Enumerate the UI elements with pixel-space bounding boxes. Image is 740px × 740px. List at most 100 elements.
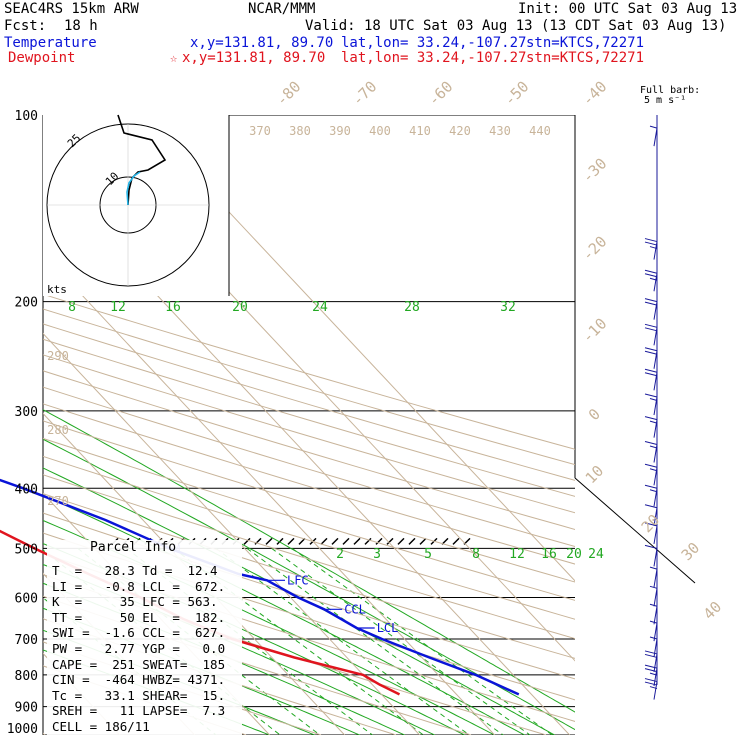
isotherm-label: -60 xyxy=(425,78,457,110)
mixing-ratio-line xyxy=(173,548,424,735)
temperature-station: stn=KTCS,72271 xyxy=(526,35,645,51)
isotherm-label: 10 xyxy=(582,462,608,488)
pressure-tick-label: 500 xyxy=(15,542,38,557)
fcst-value: 18 h xyxy=(64,18,98,34)
wind-barb-staff xyxy=(653,548,658,567)
isotherm-label: -20 xyxy=(579,233,611,265)
level-label-ccl: CCL xyxy=(344,602,366,616)
wind-barb-half xyxy=(649,672,658,676)
dry-adiabat xyxy=(43,308,575,466)
level-label-lcl: LCL xyxy=(377,621,399,635)
mixing-ratio-label: 3 xyxy=(373,547,381,562)
wind-barb-flag xyxy=(644,372,658,377)
wind-barb-half xyxy=(649,420,658,424)
hatch-mark xyxy=(375,537,383,545)
valid-time: Valid: 18 UTC Sat 03 Aug 13 (13 CDT Sat … xyxy=(305,18,727,34)
wind-barb-half xyxy=(649,398,658,401)
wind-barb-half xyxy=(649,686,658,690)
theta-label: 420 xyxy=(449,124,471,138)
moist-adiabat-label: 8 xyxy=(68,300,76,315)
moist-adiabat xyxy=(43,409,575,713)
moist-adiabat xyxy=(43,607,360,735)
wind-barb-flag xyxy=(644,301,658,306)
isotherm-label: 30 xyxy=(678,539,704,565)
wind-barbs xyxy=(644,115,658,700)
dewpoint-profile-line xyxy=(0,529,401,696)
wind-barb-flag xyxy=(644,664,658,669)
wind-barb-staff xyxy=(653,606,658,625)
parcel-row: Tc = 33.1 SHEAR= 15. xyxy=(52,687,226,703)
wind-barb-flag xyxy=(644,393,658,398)
dry-adiabat xyxy=(43,595,472,735)
wind-barb-flag xyxy=(644,522,658,527)
dewpoint-latlon: lat,lon= 33.24,-107.27 xyxy=(341,50,527,66)
dry-adiabat xyxy=(43,493,575,659)
hatch-mark xyxy=(364,537,372,545)
hatch-mark xyxy=(386,537,394,545)
hatch-mark xyxy=(408,537,416,545)
wind-barb-half xyxy=(649,468,658,472)
moist-adiabat-label: 32 xyxy=(500,300,516,315)
mixing-ratio-label: 20 xyxy=(566,547,582,562)
dry-adiabat xyxy=(43,420,575,583)
mixing-ratio-label: 12 xyxy=(509,547,525,562)
wind-barb-flag xyxy=(644,241,658,246)
model-title: SEAC4RS 15km ARW xyxy=(4,1,139,17)
pressure-tick-label: 400 xyxy=(15,482,38,497)
wind-barb-half xyxy=(649,585,658,589)
wind-barb-flag xyxy=(644,681,658,686)
dry-adiabat xyxy=(43,455,575,620)
dry-adiabat xyxy=(43,293,575,450)
mixing-ratio-line xyxy=(126,548,373,735)
parcel-row: PW = 2.77 YGP = 0.0 xyxy=(52,640,226,656)
mixing-ratio-line xyxy=(291,547,553,735)
parcel-row: SWI = -1.6 CCL = 627. xyxy=(52,625,226,641)
isotherm-label: 20 xyxy=(638,511,664,537)
wind-barb-flag xyxy=(644,416,658,421)
wind-barb-staff xyxy=(653,569,658,588)
mixing-ratio-line xyxy=(246,547,504,735)
theta-label: 440 xyxy=(529,124,551,138)
mixing-ratio-label: 2 xyxy=(336,547,344,562)
wind-barb-half xyxy=(649,620,658,624)
temperature-latlon: lat,lon= 33.24,-107.27 xyxy=(341,35,527,51)
wind-barb-half xyxy=(649,603,658,607)
isotherm-label: -40 xyxy=(579,78,611,110)
hatch-mark xyxy=(243,537,251,545)
wind-barb-half xyxy=(649,277,658,281)
level-label-lfc: LFC xyxy=(287,573,309,587)
wind-barb-half xyxy=(649,566,658,570)
sounding-series xyxy=(0,478,520,696)
mixing-ratio-label: 16 xyxy=(541,547,557,562)
parcel-row: SREH = 11 LAPSE= 7.3 xyxy=(52,703,226,719)
wind-barb-flag xyxy=(644,298,658,303)
moist-adiabat-label: 20 xyxy=(232,300,248,315)
parcel-row: T = 28.3 Td = 12.4 xyxy=(52,563,218,578)
wind-barb-staff xyxy=(653,507,658,526)
hatch-mark xyxy=(276,537,284,545)
wind-barb-flag xyxy=(644,678,658,683)
wind-barb-half xyxy=(649,489,658,493)
wind-barb-flag xyxy=(644,504,658,509)
wind-barb-flag xyxy=(644,544,658,549)
parcel-info-title: Parcel Info xyxy=(90,540,177,555)
hodograph-lowlevel-trace xyxy=(126,171,141,206)
wind-barb-flag xyxy=(644,484,658,489)
wind-barb-staff xyxy=(653,525,658,544)
pressure-tick-label: 100 xyxy=(15,109,38,124)
pressure-tick-label: 300 xyxy=(15,405,38,420)
wind-barb-half xyxy=(649,636,658,640)
theta-label: 270 xyxy=(47,494,69,508)
hatch-mark xyxy=(342,537,350,545)
star-icon: ☆ xyxy=(170,51,178,65)
isotherm-line xyxy=(137,115,575,582)
parcel-row: CELL = 186/11 xyxy=(52,718,150,734)
parcel-row: K = 35 LFC = 563. xyxy=(52,594,218,610)
isotherm-line xyxy=(43,332,420,735)
wind-barb-half xyxy=(649,445,658,449)
hatch-mark xyxy=(419,537,427,545)
temperature-legend: Temperature xyxy=(4,35,97,51)
wind-barb-flag xyxy=(644,238,658,243)
wind-barb-flag xyxy=(644,368,658,373)
theta-label: 400 xyxy=(369,124,391,138)
